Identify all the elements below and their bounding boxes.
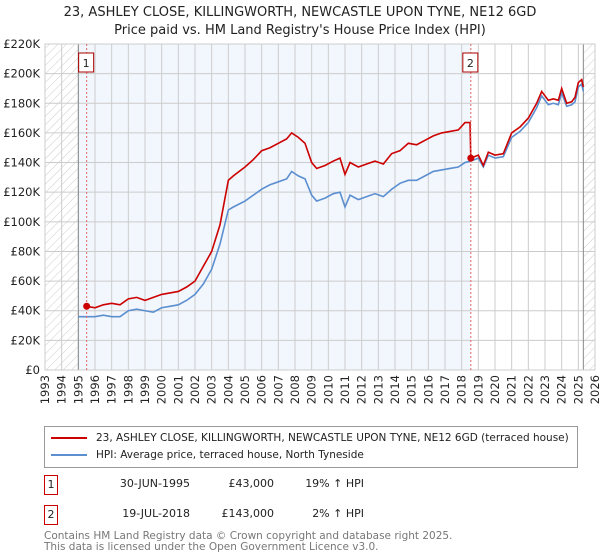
x-tick-label: 2003: [205, 375, 219, 404]
x-tick-label: 2001: [171, 375, 185, 404]
transaction-hpi: 2% ↑ HPI: [312, 507, 364, 520]
legend-item-property: 23, ASHLEY CLOSE, KILLINGWORTH, NEWCASTL…: [51, 432, 569, 444]
transaction-date: 30-JUN-1995: [119, 477, 190, 490]
legend-label-hpi: HPI: Average price, terraced house, Nort…: [96, 449, 364, 461]
legend-item-hpi: HPI: Average price, terraced house, Nort…: [51, 449, 364, 461]
x-tick-label: 2023: [538, 375, 552, 404]
x-tick-label: 2010: [321, 375, 335, 404]
y-tick-label: £220K: [3, 37, 40, 51]
footer: Contains HM Land Registry data © Crown c…: [44, 531, 452, 553]
sale-point: [83, 302, 91, 310]
x-tick-label: 1998: [121, 375, 135, 404]
x-tick-label: 1997: [105, 375, 119, 404]
x-tick-label: 2019: [471, 375, 485, 404]
sale-label: 2: [467, 57, 474, 70]
transaction-row: 1 30-JUN-1995 £43,000 19% ↑ HPI: [44, 475, 444, 495]
plot-border: [44, 43, 596, 371]
transaction-price: £43,000: [228, 477, 275, 490]
x-tick-label: 1993: [38, 375, 52, 404]
x-tick-label: 2009: [305, 375, 319, 404]
hpi-line: [78, 82, 585, 318]
sale-point: [467, 154, 475, 162]
price-chart: £0 £20K £40K £60K £80K £100K £120K £140K £160K £1…: [3, 37, 600, 404]
x-tick-label: 2025: [571, 375, 585, 404]
property-price-line: [86, 78, 585, 309]
x-tick-label: 2013: [371, 375, 385, 404]
transaction-price: £143,000: [221, 507, 275, 520]
x-tick-label: 2015: [405, 375, 419, 404]
y-tick-label: £100K: [3, 215, 40, 229]
x-tick-label: 2007: [271, 375, 285, 404]
y-tick-label: £80K: [11, 244, 41, 258]
y-tick-label: £200K: [3, 67, 40, 81]
x-tick-label: 1999: [138, 375, 152, 404]
legend-swatch-blue: [51, 454, 87, 456]
x-tick-label: 1996: [88, 375, 102, 404]
x-tick-label: 2000: [155, 375, 169, 404]
x-tick-label: 2006: [255, 375, 269, 404]
y-tick-label: £120K: [3, 185, 40, 199]
transaction-row: 2 19-JUL-2018 £143,000 2% ↑ HPI: [44, 505, 444, 525]
x-tick-label: 2014: [388, 375, 402, 404]
x-tick-label: 2020: [488, 375, 502, 404]
x-tick-label: 2016: [421, 375, 435, 404]
x-tick-label: 1995: [71, 375, 85, 404]
x-tick-label: 2017: [438, 375, 452, 404]
sale-label-box: [462, 52, 479, 73]
y-tick-label: £0: [25, 363, 40, 377]
x-tick-label: 2008: [288, 375, 302, 404]
sale-label: 1: [83, 57, 90, 70]
footer-line-1: Contains HM Land Registry data © Crown c…: [44, 530, 453, 542]
x-tick-label: 2018: [455, 375, 469, 404]
x-tick-label: 2021: [505, 375, 519, 404]
ownership-period-shade: [78, 44, 471, 370]
x-tick-label: 2012: [355, 375, 369, 404]
x-tick-label: 2002: [188, 375, 202, 404]
legend-label-property: 23, ASHLEY CLOSE, KILLINGWORTH, NEWCASTL…: [96, 432, 569, 444]
y-tick-label: £40K: [11, 304, 41, 318]
transaction-number: 1: [44, 475, 58, 495]
title-line-2: Price paid vs. HM Land Registry's House …: [114, 23, 486, 38]
legend-swatch-red: [51, 437, 87, 439]
transaction-hpi: 19% ↑ HPI: [305, 477, 364, 490]
y-tick-label: £60K: [11, 274, 41, 288]
hatch-after: [583, 44, 595, 370]
chart-title: 23, ASHLEY CLOSE, KILLINGWORTH, NEWCASTL…: [0, 4, 600, 40]
transaction-date: 19-JUL-2018: [122, 507, 190, 520]
x-tick-label: 2026: [588, 375, 600, 404]
x-tick-label: 2005: [238, 375, 252, 404]
y-tick-label: £180K: [3, 96, 40, 110]
x-tick-label: 2011: [338, 375, 352, 404]
x-tick-label: 2004: [221, 375, 235, 404]
x-tick-label: 1994: [55, 375, 69, 404]
y-tick-label: £20K: [11, 333, 41, 347]
footer-line-2: This data is licensed under the Open Gov…: [44, 541, 379, 553]
transaction-number: 2: [44, 505, 58, 525]
x-tick-label: 2024: [555, 375, 569, 404]
y-tick-label: £140K: [3, 156, 40, 170]
sale-label-box: [78, 52, 95, 73]
y-tick-label: £160K: [3, 126, 40, 140]
legend: 23, ASHLEY CLOSE, KILLINGWORTH, NEWCASTL…: [44, 426, 578, 468]
title-line-1: 23, ASHLEY CLOSE, KILLINGWORTH, NEWCASTL…: [63, 5, 537, 20]
x-tick-label: 2022: [521, 375, 535, 404]
